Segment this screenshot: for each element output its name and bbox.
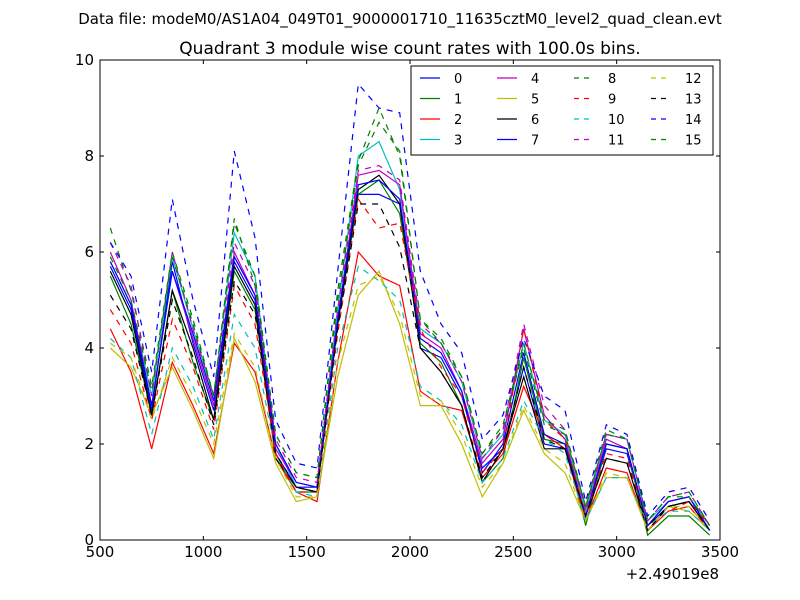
x-tick-label: 500 (86, 543, 115, 561)
series-line-3 (109, 140, 711, 526)
series-line-12 (109, 275, 711, 532)
y-tick-label: 4 (84, 339, 94, 357)
y-tick-label: 6 (84, 243, 94, 261)
series-line-15 (109, 121, 711, 526)
series-line-10 (109, 265, 711, 531)
legend-label-0: 0 (454, 72, 462, 87)
legend-box (410, 65, 714, 156)
chart-title: Quadrant 3 module wise count rates with … (179, 39, 640, 59)
series-line-8 (109, 106, 711, 526)
x-tick-label: 1500 (288, 543, 326, 561)
series-line-13 (109, 203, 711, 531)
legend-label-7: 7 (531, 134, 539, 149)
y-tick-label: 2 (84, 435, 94, 453)
legend-label-5: 5 (531, 93, 539, 108)
y-tick-label: 0 (84, 531, 94, 549)
plot-area (109, 82, 711, 537)
series-line-14 (109, 82, 711, 522)
x-tick-label: 3500 (701, 543, 739, 561)
legend-label-13: 13 (685, 93, 702, 108)
y-tick-label: 10 (75, 51, 94, 69)
legend-label-10: 10 (608, 113, 625, 128)
legend-label-15: 15 (685, 134, 702, 149)
series-line-11 (109, 164, 711, 526)
suptitle: Data file: modeM0/AS1A04_049T01_90000017… (78, 10, 722, 29)
legend-label-8: 8 (608, 72, 616, 87)
x-tick-label: 3000 (598, 543, 636, 561)
x-tick-label: 2000 (391, 543, 429, 561)
series-line-7 (109, 179, 711, 531)
series-line-2 (109, 250, 711, 532)
legend-label-3: 3 (454, 134, 462, 149)
legend-label-11: 11 (608, 134, 625, 149)
legend-label-4: 4 (531, 72, 539, 87)
series-line-5 (109, 270, 711, 532)
legend-label-1: 1 (454, 93, 462, 108)
legend-label-2: 2 (454, 113, 462, 128)
legend-label-9: 9 (608, 93, 616, 108)
legend-label-12: 12 (685, 72, 702, 87)
legend-label-14: 14 (685, 113, 702, 128)
y-tick-label: 8 (84, 147, 94, 165)
series-line-4 (109, 169, 711, 531)
x-tick-label: 2500 (494, 543, 532, 561)
x-tick-label: 1000 (184, 543, 222, 561)
series-line-9 (109, 197, 711, 527)
legend-label-6: 6 (531, 113, 539, 128)
x-offset-label: +2.49019e8 (626, 565, 719, 583)
